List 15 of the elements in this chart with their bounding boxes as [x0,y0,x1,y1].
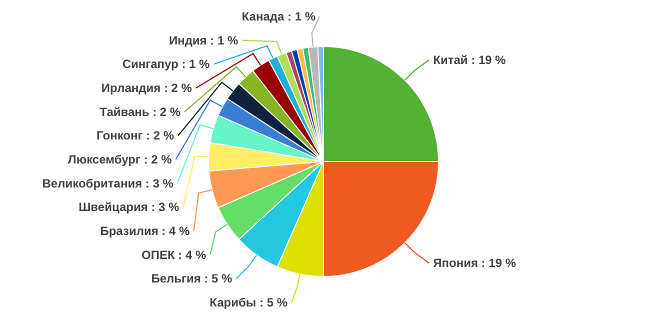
slice-label: Канада : 1 % [242,10,316,24]
slice-label: Гонконг : 2 % [96,128,174,143]
slice-label: Люксембург : 2 % [68,152,172,166]
slice-label: Ирландия : 2 % [101,81,192,95]
slice-label: Индия : 1 % [168,33,238,48]
slice-label: Швейцария : 3 % [78,200,180,214]
slice-label: Бразилия : 4 % [100,224,190,238]
slice-label: Карибы : 5 % [210,296,288,310]
slice-label: Сингапур : 1 % [122,57,210,72]
slice-label: Великобритания : 3 % [42,176,174,190]
slice-label: ОПЕК : 4 % [142,248,206,262]
slice-label: Бельгия : 5 % [151,272,233,286]
slice-label: Китай : 19 % [433,52,506,67]
slice-label: Япония : 19 % [433,256,516,270]
slice-label: Тайвань : 2 % [100,104,181,119]
